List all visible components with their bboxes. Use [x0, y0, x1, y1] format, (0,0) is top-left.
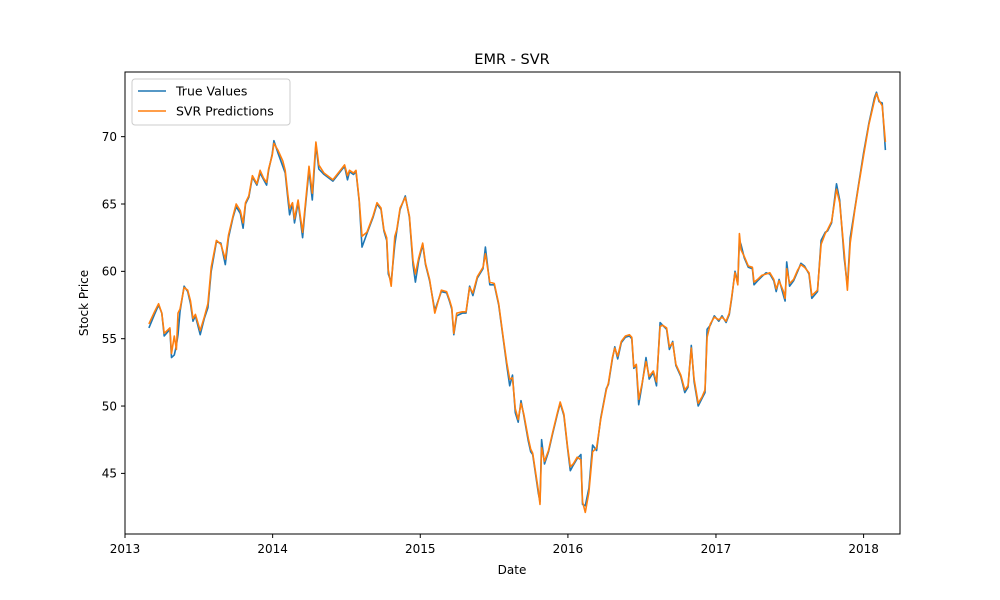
x-axis-label: Date [498, 563, 527, 577]
y-axis-label: Stock Price [77, 270, 91, 336]
y-tick-label-65: 65 [102, 197, 117, 211]
y-axis: 45 50 55 60 65 70 [102, 130, 125, 481]
legend-label-svr-predictions: SVR Predictions [176, 104, 274, 119]
chart-title: EMR - SVR [474, 52, 549, 68]
legend: True Values SVR Predictions [131, 78, 291, 126]
y-tick-label-50: 50 [102, 399, 117, 413]
legend-label-true-values: True Values [175, 84, 247, 99]
plot-frame [124, 71, 901, 535]
x-tick-label-2013: 2013 [110, 542, 141, 556]
plot-area [125, 72, 900, 534]
x-axis: 2013 2014 2015 2016 2017 2018 [110, 534, 879, 556]
legend-box [131, 78, 291, 126]
y-tick-label-60: 60 [102, 265, 117, 279]
y-tick-label-55: 55 [102, 332, 117, 346]
series-line-svr-predictions [148, 92, 887, 514]
x-tick-label-2015: 2015 [405, 542, 436, 556]
x-tick-label-2018: 2018 [848, 542, 879, 556]
x-tick-label-2017: 2017 [701, 542, 732, 556]
series-layer [148, 91, 887, 514]
x-tick-label-2014: 2014 [257, 542, 288, 556]
y-tick-label-45: 45 [102, 467, 117, 481]
y-tick-label-70: 70 [102, 130, 117, 144]
x-tick-label-2016: 2016 [553, 542, 584, 556]
